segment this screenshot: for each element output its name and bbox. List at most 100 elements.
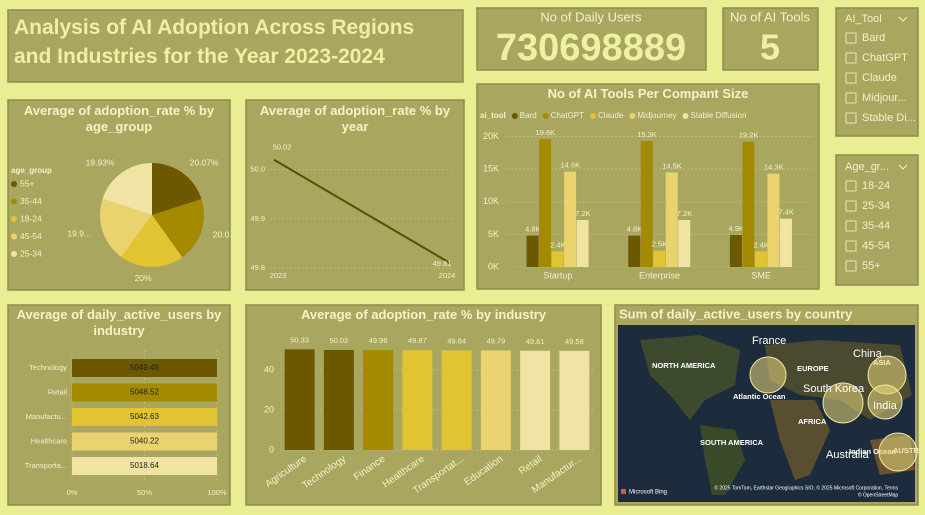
data-label: 49.87 (408, 336, 427, 345)
y-tick-label: 15K (483, 164, 499, 174)
chart-title: Average of adoption_rate % by industry (300, 307, 547, 322)
bar (665, 172, 678, 267)
bar (779, 218, 792, 267)
y-tick-label: 49.9 (250, 214, 265, 223)
map-label: Indian Ocean (849, 447, 897, 456)
bar (678, 220, 691, 267)
x-tick-label: SME (751, 270, 771, 280)
checkbox[interactable] (845, 260, 857, 272)
card-value: 730698889 (496, 27, 686, 69)
map-label: Atlantic Ocean (733, 392, 786, 401)
data-label: 20% (135, 273, 152, 283)
data-label: 20.07% (190, 158, 219, 168)
legend-marker (629, 113, 636, 119)
slicer-item: 55+ (862, 260, 881, 272)
map-provider: Microsoft Bing (629, 490, 667, 496)
card-label: No of AI Tools (730, 9, 810, 24)
data-label: 5040.22 (130, 437, 159, 446)
legend-label: 55+ (20, 178, 34, 188)
bar (402, 350, 433, 450)
land (640, 335, 740, 420)
card-label: No of Daily Users (540, 9, 642, 24)
data-label: 14.5K (662, 161, 682, 170)
bar (480, 350, 511, 450)
slicer-title: Age_gr... (845, 161, 889, 173)
legend-label: 45-54 (20, 231, 42, 241)
y-tick-label: Manufactu... (26, 412, 67, 421)
bar (653, 250, 666, 267)
data-label: 49.58 (565, 337, 584, 346)
data-label: 19.93% (86, 157, 115, 167)
checkbox[interactable] (845, 240, 857, 252)
legend-label: 35-44 (20, 196, 42, 206)
country-label: China (853, 348, 883, 360)
legend-label: ChatGPT (551, 111, 584, 120)
y-tick-label: Technology (29, 363, 67, 372)
map-bubble (749, 356, 787, 394)
title-box: Average of adoption_rate % by industry (300, 307, 547, 322)
checkbox[interactable] (845, 92, 857, 104)
x-tick-label: 2024 (439, 271, 456, 280)
title-box: Average of adoption_rate % by age_group (23, 103, 215, 134)
title-panel (7, 9, 464, 83)
data-label: 19.2K (739, 131, 759, 140)
map-label: EUROPE (797, 364, 829, 373)
y-tick-label: 20 (264, 404, 274, 414)
map-bubble (822, 382, 864, 424)
bar (628, 235, 641, 267)
checkbox[interactable] (845, 72, 857, 84)
slicer-item: Bard (862, 32, 885, 44)
bar (754, 251, 767, 267)
legend-marker (11, 251, 17, 257)
legend-marker (11, 181, 17, 187)
slicer-item: Stable Di... (862, 112, 916, 124)
data-label: 19.6K (536, 128, 556, 137)
data-label: 5048.52 (130, 388, 159, 397)
bar (284, 349, 315, 450)
bar (526, 235, 539, 267)
legend-label: Stable Diffusion (691, 111, 747, 120)
data-label: 20.0... (213, 229, 237, 239)
checkbox[interactable] (845, 52, 857, 64)
map-label: SOUTH AMERICA (700, 438, 764, 447)
bing-logo (621, 489, 626, 494)
data-label: 7.4K (778, 208, 793, 217)
country-label: India (873, 400, 898, 412)
x-tick-label: 100% (207, 488, 227, 497)
title-box: Average of daily_active_users by industr… (17, 307, 222, 338)
checkbox[interactable] (845, 112, 857, 124)
data-label: 14.3K (764, 163, 784, 172)
y-tick-label: 10K (483, 196, 499, 206)
chart-title: Average of adoption_rate % by age_group (23, 103, 215, 134)
slicer-title: AI_Tool (845, 13, 882, 25)
x-tick-label: Enterprise (639, 270, 680, 280)
bar (559, 350, 590, 450)
checkbox[interactable] (845, 200, 857, 212)
slicer-item: Claude (862, 72, 897, 84)
slicer-item: Midjour... (862, 92, 907, 104)
slicer-item: 35-44 (862, 220, 890, 232)
legend-label: Claude (598, 111, 624, 120)
data-label: 19.3K (637, 130, 657, 139)
y-tick-label: 0K (488, 261, 499, 271)
data-label: 49.61 (526, 337, 545, 346)
map-attribution: © OpenStreetMap (858, 491, 899, 498)
slicer-item: ChatGPT (862, 52, 908, 64)
slicer-item: 18-24 (862, 180, 890, 192)
bar (520, 350, 551, 450)
checkbox[interactable] (845, 180, 857, 192)
card (722, 7, 819, 71)
checkbox[interactable] (845, 220, 857, 232)
y-tick-label: Retail (48, 387, 68, 396)
checkbox[interactable] (845, 32, 857, 44)
pie-slice (152, 163, 202, 215)
pie-slice (102, 163, 152, 215)
country-label: South Korea (803, 383, 865, 395)
data-label: 49.81 (433, 259, 452, 268)
map-label: NORTH AMERICA (652, 361, 716, 370)
land (770, 400, 830, 480)
bar (551, 251, 564, 267)
y-tick-label: 40 (264, 364, 274, 374)
data-label: 50.02 (329, 336, 348, 345)
y-tick-label: Transporta... (25, 461, 67, 470)
